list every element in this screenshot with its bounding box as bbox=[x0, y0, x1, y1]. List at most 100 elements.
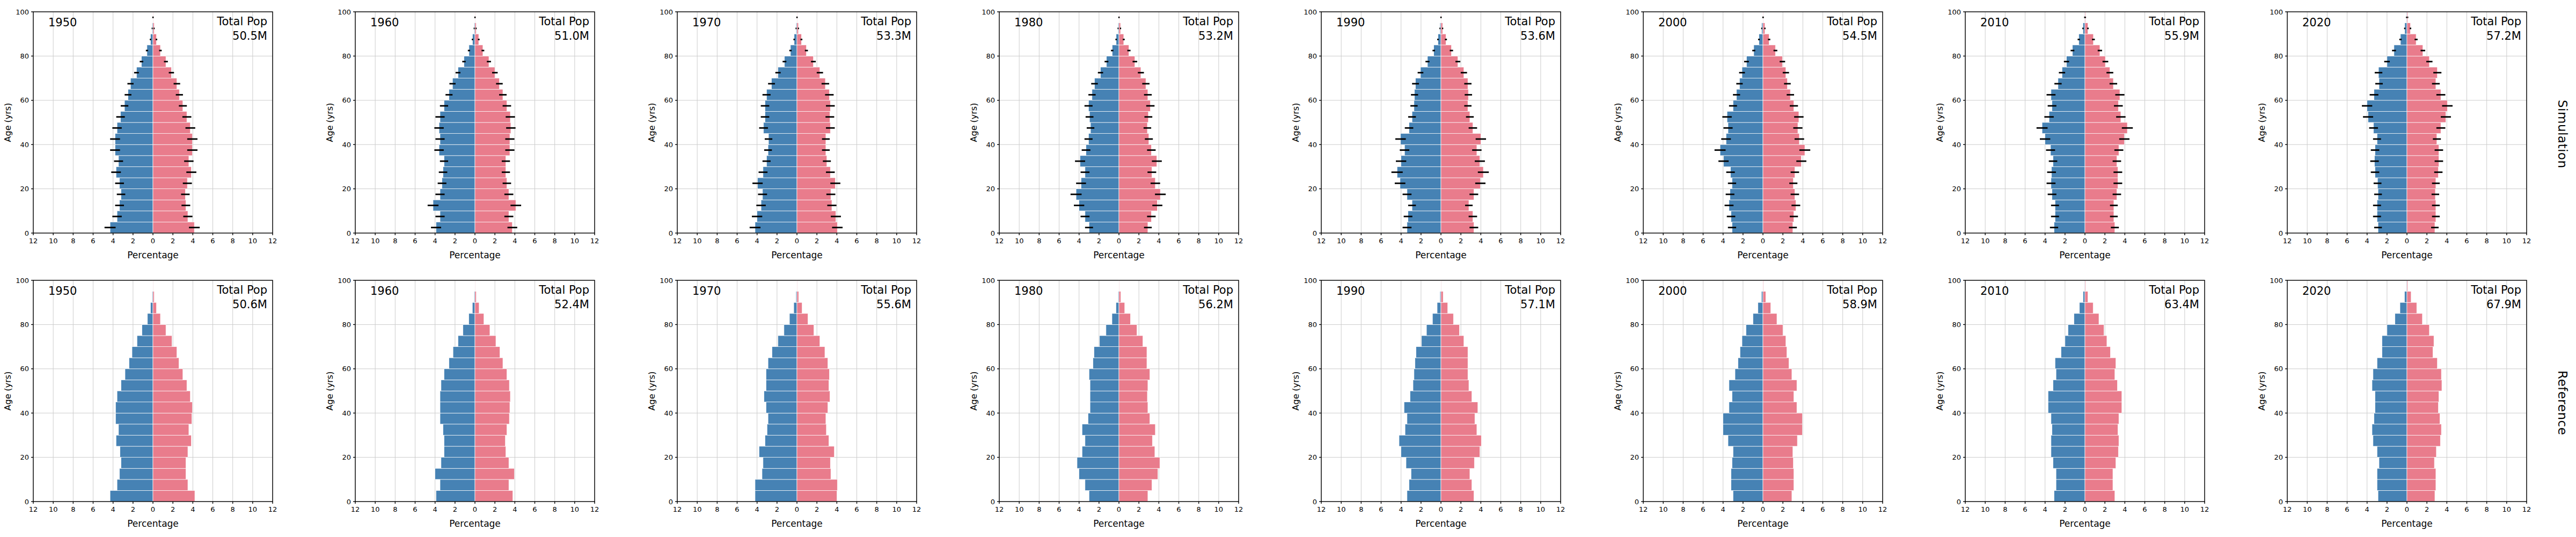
female-bar bbox=[153, 111, 187, 122]
female-bar bbox=[1119, 211, 1151, 222]
pyramid-chart-reference-2000: 121086420246810120204060801002000Total P… bbox=[1610, 268, 1932, 537]
x-tick-label: 10 bbox=[2303, 237, 2312, 245]
y-tick-label: 80 bbox=[342, 321, 351, 329]
female-bar bbox=[2407, 56, 2429, 67]
y-tick-label: 100 bbox=[2270, 277, 2283, 285]
y-tick-label: 20 bbox=[1308, 453, 1317, 461]
y-tick-label: 60 bbox=[986, 365, 995, 373]
female-bar bbox=[475, 122, 511, 134]
x-tick-label: 2 bbox=[815, 505, 819, 513]
male-bar bbox=[1732, 222, 1763, 233]
female-bar bbox=[1441, 424, 1477, 436]
male-bar bbox=[121, 189, 153, 200]
x-tick-label: 2 bbox=[775, 505, 779, 513]
y-tick-label: 40 bbox=[986, 409, 995, 417]
male-bar bbox=[2055, 200, 2085, 211]
male-bar bbox=[2377, 480, 2407, 491]
male-bar bbox=[2379, 78, 2407, 90]
x-axis-label: Percentage bbox=[127, 518, 179, 529]
chart-svg: 121086420246810120204060801002000Total P… bbox=[1610, 0, 1932, 268]
male-bar bbox=[1732, 391, 1763, 402]
female-bar bbox=[797, 480, 837, 491]
x-tick-label: 4 bbox=[755, 237, 759, 245]
male-bar bbox=[115, 134, 153, 145]
female-bar bbox=[1119, 324, 1137, 336]
male-bar bbox=[1407, 222, 1441, 233]
total-pop-value: 53.6M bbox=[1520, 30, 1555, 42]
pyramid-chart-reference-1970: 121086420246810120204060801001970Total P… bbox=[644, 268, 966, 537]
x-tick-label: 4 bbox=[1721, 505, 1725, 513]
y-tick-label: 80 bbox=[986, 321, 995, 329]
x-tick-label: 10 bbox=[248, 237, 258, 245]
y-tick-label: 60 bbox=[2274, 96, 2283, 104]
female-bar bbox=[153, 446, 188, 458]
male-bar bbox=[137, 336, 153, 347]
female-bar bbox=[1119, 56, 1135, 67]
y-tick-label: 0 bbox=[1957, 229, 1961, 237]
male-bar bbox=[1437, 302, 1441, 314]
y-tick-label: 40 bbox=[1952, 141, 1961, 149]
y-tick-label: 40 bbox=[664, 409, 673, 417]
x-axis-label: Percentage bbox=[449, 250, 501, 260]
x-tick-label: 2 bbox=[2103, 505, 2107, 513]
male-bar bbox=[116, 435, 153, 446]
total-pop-value: 57.2M bbox=[2486, 30, 2521, 42]
male-bar bbox=[2051, 413, 2085, 424]
x-tick-label: 8 bbox=[553, 505, 557, 513]
y-tick-label: 100 bbox=[1304, 8, 1317, 16]
female-bar bbox=[2085, 336, 2107, 347]
female-bar bbox=[1441, 78, 1468, 90]
male-bar bbox=[778, 336, 797, 347]
female-bar bbox=[2407, 391, 2439, 402]
male-bar bbox=[2377, 468, 2407, 480]
female-bar bbox=[1119, 200, 1158, 211]
female-bar bbox=[475, 89, 503, 100]
x-tick-label: 0 bbox=[795, 505, 799, 513]
chart-svg: 121086420246810120204060801001950Total P… bbox=[0, 0, 322, 268]
x-tick-label: 10 bbox=[2502, 237, 2512, 245]
male-bar bbox=[763, 458, 797, 469]
male-bar bbox=[444, 435, 475, 446]
x-tick-label: 4 bbox=[1479, 237, 1483, 245]
x-tick-label: 12 bbox=[590, 505, 599, 513]
male-bar bbox=[440, 134, 475, 145]
y-tick-label: 20 bbox=[986, 185, 995, 193]
x-axis-label: Percentage bbox=[127, 250, 179, 260]
x-tick-label: 12 bbox=[1878, 505, 1887, 513]
male-bar bbox=[121, 111, 153, 122]
female-bar bbox=[2085, 347, 2110, 358]
male-bar bbox=[1728, 435, 1763, 446]
male-bar bbox=[148, 314, 153, 325]
female-bar bbox=[1441, 134, 1481, 145]
female-bar bbox=[797, 468, 831, 480]
pyramid-chart-simulation-2000: 121086420246810120204060801002000Total P… bbox=[1610, 0, 1932, 268]
male-bar bbox=[441, 458, 475, 469]
female-bar bbox=[1441, 435, 1481, 446]
male-bar bbox=[1401, 156, 1441, 167]
x-tick-label: 6 bbox=[1498, 505, 1503, 513]
x-tick-label: 6 bbox=[2464, 505, 2469, 513]
y-tick-label: 40 bbox=[342, 141, 351, 149]
x-tick-label: 4 bbox=[191, 237, 195, 245]
y-tick-label: 0 bbox=[1957, 498, 1961, 506]
female-bar bbox=[1763, 78, 1788, 90]
male-bar bbox=[1410, 391, 1441, 402]
female-bar bbox=[1119, 446, 1155, 458]
x-tick-label: 0 bbox=[1761, 505, 1765, 513]
x-tick-label: 8 bbox=[393, 237, 397, 245]
female-bar bbox=[475, 324, 490, 336]
x-tick-label: 10 bbox=[693, 237, 702, 245]
male-bar bbox=[115, 402, 153, 413]
female-bar bbox=[1763, 134, 1799, 145]
x-tick-label: 8 bbox=[875, 237, 879, 245]
y-tick-label: 20 bbox=[1630, 453, 1639, 461]
y-tick-label: 0 bbox=[25, 498, 29, 506]
x-tick-label: 4 bbox=[111, 505, 115, 513]
male-bar bbox=[1089, 111, 1119, 122]
female-bar bbox=[1763, 67, 1786, 78]
female-bar bbox=[153, 200, 186, 211]
pyramid-chart-reference-1980: 121086420246810120204060801001980Total P… bbox=[966, 268, 1288, 537]
x-axis-label: Percentage bbox=[771, 250, 823, 260]
male-bar bbox=[1088, 134, 1119, 145]
male-bar bbox=[1076, 189, 1119, 200]
